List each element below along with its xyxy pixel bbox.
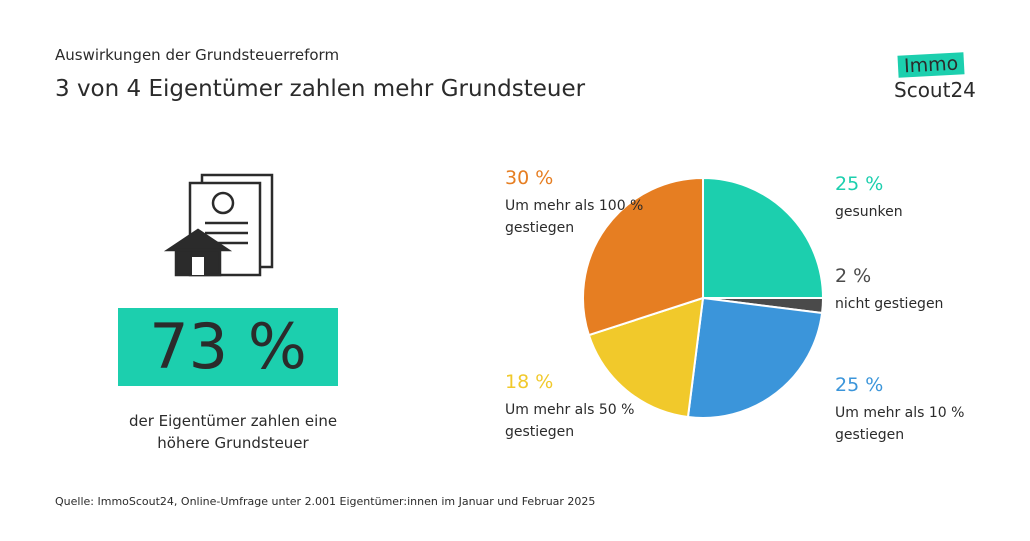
category-label: gesunken	[835, 204, 903, 220]
title: 3 von 4 Eigentümer zahlen mehr Grundsteu…	[55, 76, 586, 102]
subtitle: Auswirkungen der Grundsteuerreform	[55, 46, 340, 64]
pie-slice	[587, 296, 705, 419]
pie-slice	[686, 296, 824, 419]
category-label: Um mehr als 50 % gestiegen	[505, 402, 635, 440]
source: Quelle: ImmoScout24, Online-Umfrage unte…	[55, 495, 596, 508]
value-label: 18 %	[505, 371, 554, 393]
value-label: 2 %	[835, 265, 872, 287]
stat-text: der Eigentümer zahlen eine höhere Grunds…	[128, 412, 338, 452]
pie-slice	[582, 176, 704, 337]
stat-value: 73 %	[149, 310, 307, 383]
document-icon	[163, 173, 274, 277]
category-label: Um mehr als 100 % gestiegen	[505, 198, 644, 236]
category-label: nicht gestiegen	[835, 296, 944, 312]
value-label: 25 %	[835, 173, 884, 195]
stat-highlight	[118, 308, 338, 386]
value-label: 25 %	[835, 374, 884, 396]
category-label: Um mehr als 10 % gestiegen	[835, 405, 965, 443]
pie-slice	[702, 176, 825, 299]
logo-bottom: Scout24	[894, 78, 976, 102]
value-label: 30 %	[505, 167, 554, 189]
